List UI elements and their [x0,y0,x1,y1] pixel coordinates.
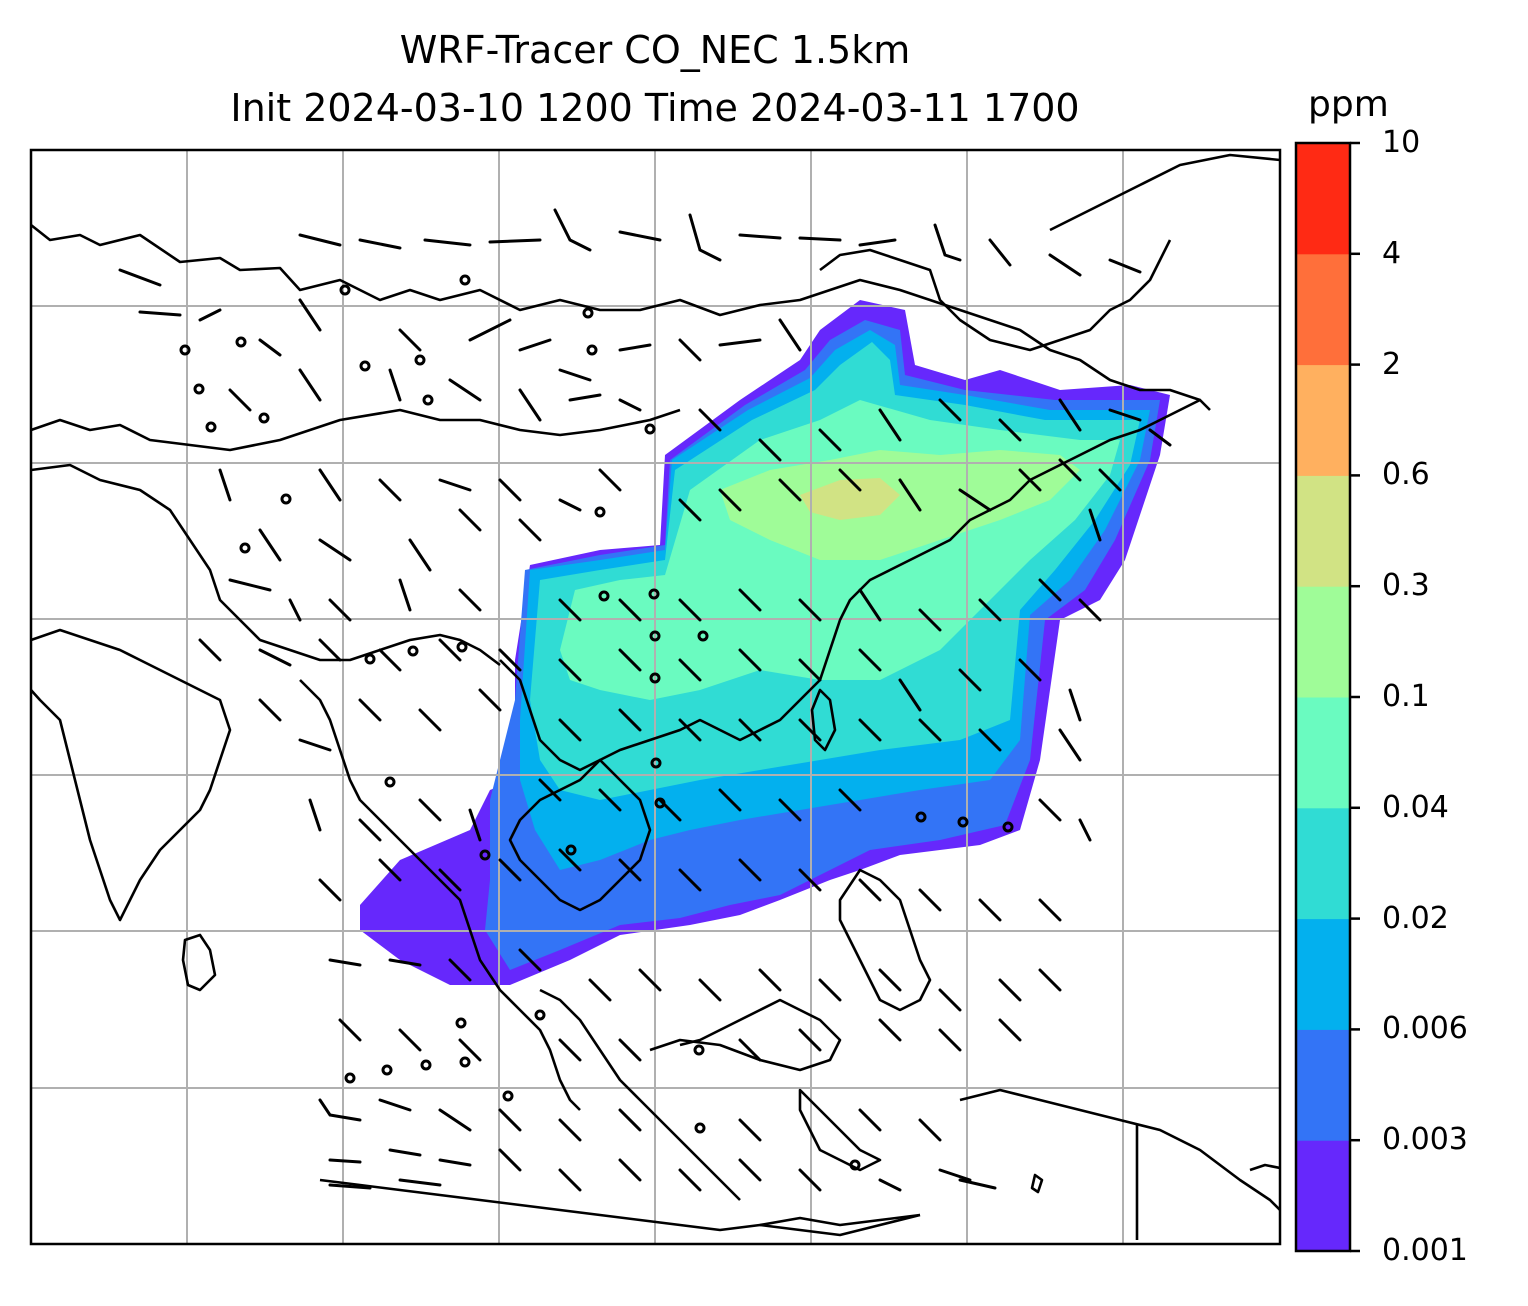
colorbar [1294,141,1360,1253]
graticule [31,150,1280,1244]
colorbar-segment [1296,475,1350,587]
coastlines [31,153,1280,1240]
colorbar-tick-label: 10 [1382,125,1421,160]
plume-level-0.3 [800,478,900,520]
colorbar-segment [1296,1140,1350,1252]
colorbar-segment [1296,143,1350,255]
colorbar-segment [1296,1029,1350,1141]
colorbar-segment [1296,364,1350,476]
colorbar-segment [1296,253,1350,366]
colorbar-tick-label: 0.003 [1382,1122,1468,1158]
map-title-line1: WRF-Tracer CO_NEC 1.5km [399,28,911,72]
calm-wind-markers [179,274,1014,1171]
map-title-line2: Init 2024-03-10 1200 Time 2024-03-11 170… [230,86,1080,130]
colorbar-segment [1296,807,1350,920]
colorbar-tick-label: 0.6 [1382,457,1430,493]
tracer-plume [360,300,1170,985]
colorbar-segment [1296,918,1350,1030]
map-frame [29,148,1282,1246]
colorbar-tick-label: 0.04 [1382,789,1449,825]
colorbar-segment [1296,586,1350,698]
colorbar-tick-label: 4 [1382,235,1402,271]
colorbar-tick-label: 0.006 [1382,1011,1468,1047]
colorbar-unit: ppm [1308,84,1389,125]
wind-barbs [118,208,1172,1192]
colorbar-tick-label: 0.3 [1382,568,1430,604]
colorbar-tick-label: 0.02 [1382,900,1449,936]
map-area [31,150,1280,1244]
colorbar-tick-label: 0.1 [1382,679,1430,714]
colorbar-tick-label: 0.001 [1382,1233,1468,1268]
colorbar-tick-label: 2 [1382,346,1402,382]
colorbar-segment [1296,697,1350,809]
